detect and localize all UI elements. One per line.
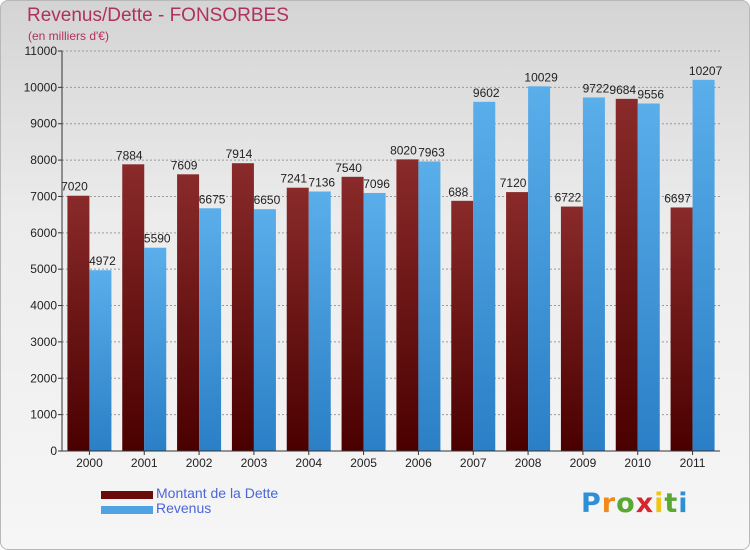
data-label-debt: 9684 [609, 83, 636, 97]
logo-letter: i [654, 488, 665, 519]
logo-letter: i [678, 488, 689, 519]
y-tick-label: 7000 [30, 189, 57, 203]
y-tick-label: 9000 [30, 117, 57, 131]
bar-debt [286, 187, 309, 451]
data-label-debt: 7540 [335, 161, 362, 175]
data-label-debt: 7884 [116, 148, 143, 162]
y-tick-label: 2000 [30, 371, 57, 385]
legend-swatch-debt [101, 491, 153, 499]
bar-revenue [582, 97, 605, 452]
bar-revenue [308, 191, 331, 451]
x-tick-label: 2009 [570, 456, 597, 470]
data-label-debt: 688 [448, 185, 468, 199]
x-tick-label: 2007 [460, 456, 487, 470]
data-label-revenue: 9722 [583, 81, 610, 95]
x-tick-label: 2008 [515, 456, 542, 470]
data-label-revenue: 9556 [637, 88, 664, 102]
x-tick-label: 2003 [241, 456, 268, 470]
x-tick-label: 2011 [680, 456, 706, 470]
logo-letter: x [635, 488, 655, 519]
x-tick-label: 2006 [405, 456, 432, 470]
proxiti-logo: Proxiti [581, 488, 689, 528]
bar-revenue [637, 103, 660, 451]
data-label-revenue: 9602 [473, 86, 500, 100]
y-tick-label: 4000 [30, 299, 57, 313]
bar-debt [670, 207, 693, 451]
x-tick-label: 2004 [295, 456, 322, 470]
data-label-revenue: 7136 [308, 176, 335, 190]
bar-debt [396, 159, 419, 451]
bar-revenue [144, 247, 167, 451]
bar-revenue [253, 209, 276, 451]
chart-subtitle: (en milliers d'€) [28, 29, 109, 43]
bar-revenue [89, 270, 112, 451]
bar-layer [67, 79, 715, 452]
data-label-revenue: 7096 [363, 177, 390, 191]
data-label-debt: 7020 [61, 180, 88, 194]
data-label-revenue: 6650 [254, 193, 281, 207]
logo-letter: r [601, 488, 617, 519]
x-tick-label: 2002 [186, 456, 213, 470]
bar-debt [506, 192, 529, 451]
bar-debt [615, 98, 638, 451]
data-label-revenue: 5590 [144, 232, 171, 246]
y-tick-label: 5000 [30, 262, 57, 276]
bar-revenue [418, 161, 441, 451]
bar-revenue [473, 101, 496, 451]
data-label-debt: 7914 [226, 147, 253, 161]
bar-debt [177, 174, 200, 452]
bar-revenue [528, 86, 551, 452]
y-tick-label: 1000 [30, 408, 57, 422]
bar-debt [560, 206, 583, 451]
legend-label-revenue: Revenus [156, 500, 212, 516]
data-label-revenue: 7963 [418, 145, 445, 159]
x-tick-label: 2001 [131, 456, 158, 470]
y-tick-label: 3000 [30, 335, 57, 349]
logo-letter: P [581, 488, 602, 519]
x-tick-label: 2000 [76, 456, 103, 470]
bar-debt [231, 163, 254, 451]
legend-label-debt: Montant de la Dette [156, 485, 279, 501]
data-label-revenue: 6675 [199, 192, 226, 206]
data-label-debt: 7120 [500, 176, 527, 190]
data-label-layer: 7020 4972 7884 5590 7609 6675 7914 6650 7241 7136… [61, 64, 723, 268]
data-label-debt: 7241 [280, 172, 307, 186]
legend-swatch-revenue [101, 506, 153, 514]
data-label-debt: 7609 [171, 158, 198, 172]
data-label-debt: 6722 [555, 191, 582, 205]
y-tick-label: 8000 [30, 153, 57, 167]
y-tick-label: 10000 [24, 80, 58, 94]
bar-revenue [692, 79, 715, 451]
chart-title: Revenus/Dette - FONSORBES [27, 5, 289, 26]
data-label-debt: 6697 [664, 191, 691, 205]
logo-letter: o [616, 488, 636, 519]
bar-debt [67, 195, 90, 451]
bar-revenue [363, 192, 386, 452]
data-label-revenue: 10207 [689, 64, 723, 78]
y-tick-label: 0 [50, 444, 57, 458]
x-tick-label: 2005 [350, 456, 377, 470]
bar-revenue [199, 208, 222, 451]
data-label-revenue: 4972 [89, 254, 116, 268]
x-tick-label: 2010 [624, 456, 651, 470]
bar-debt [122, 164, 145, 452]
axis-layer: 0 1000 2000 3000 4000 5000 6000 7000 8000 9000 100… [24, 44, 720, 470]
bar-debt [451, 200, 474, 451]
bar-debt [341, 176, 364, 451]
grid-layer [62, 50, 720, 416]
y-tick-label: 11000 [25, 44, 58, 58]
data-label-revenue: 10029 [524, 70, 558, 84]
data-label-debt: 8020 [390, 143, 417, 157]
y-tick-label: 6000 [30, 226, 57, 240]
logo-letter: t [664, 488, 679, 519]
